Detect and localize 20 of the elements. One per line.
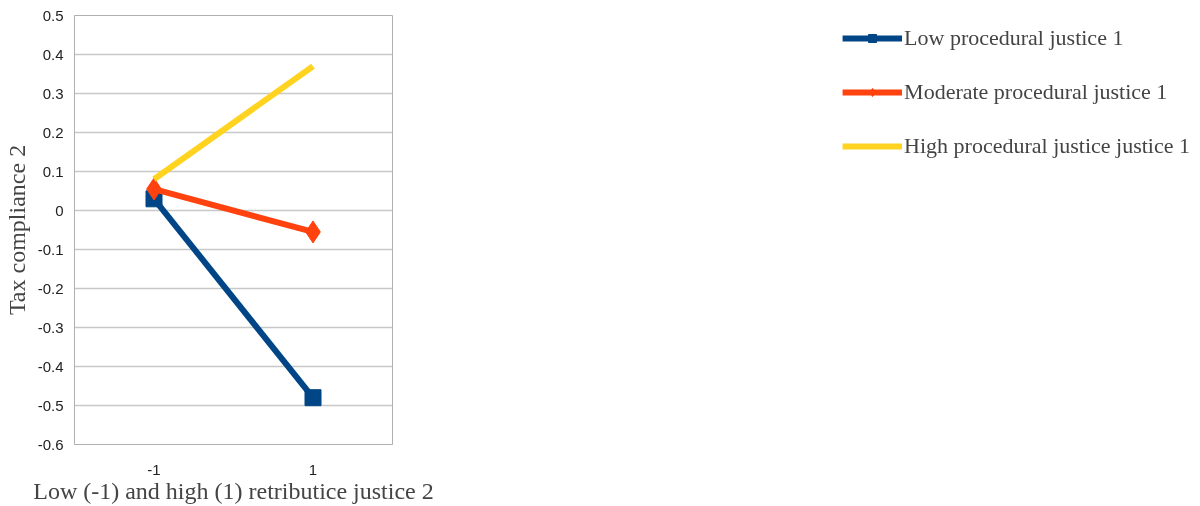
y-tick-label: 0.3 (42, 84, 64, 102)
y-tick-label: 0.2 (42, 123, 64, 141)
y-tick-label: 0 (55, 201, 64, 219)
y-tick-label: 0.5 (42, 6, 64, 24)
legend-label: Low procedural justice 1 (904, 25, 1124, 51)
y-axis-title: Tax compliance 2 (3, 144, 30, 316)
x-axis-title: Low (-1) and high (1) retributice justice 2 (33, 477, 434, 504)
x-tick-label: -1 (147, 460, 161, 478)
y-tick-label: -0.5 (37, 396, 64, 414)
point (304, 389, 322, 407)
y-tick-label: -0.1 (37, 240, 64, 258)
y-tick-label: -0.2 (37, 279, 64, 297)
y-tick-label: 0.4 (42, 45, 64, 63)
y-tick-label: -0.3 (37, 318, 64, 336)
legend-label: Moderate procedural justice 1 (904, 79, 1168, 105)
x-tick-label: 1 (308, 460, 318, 478)
y-tick-label: 0.1 (42, 162, 64, 180)
y-tick-label: -0.6 (37, 435, 64, 453)
legend-label: High procedural justice justice 1 (904, 133, 1190, 159)
y-tick-label: -0.4 (37, 357, 64, 375)
